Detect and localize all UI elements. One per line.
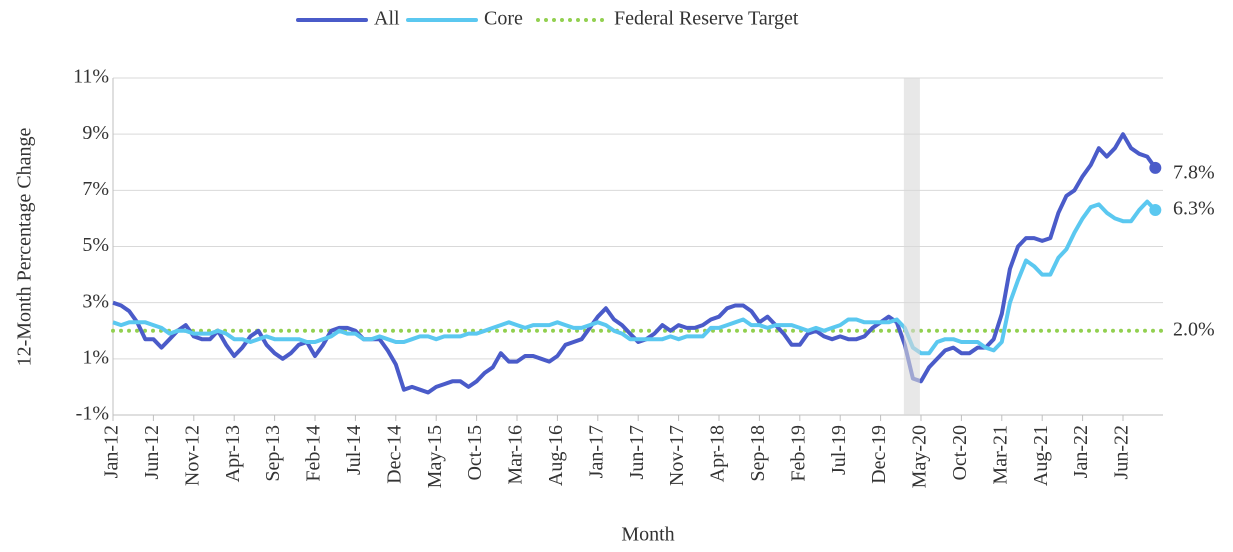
x-tick-label: Dec-19: [868, 425, 890, 484]
x-tick-label: Oct-15: [464, 425, 486, 481]
x-tick-label: Sep-18: [747, 425, 769, 482]
end-label: 6.3%: [1173, 198, 1215, 220]
x-tick-label: Mar-16: [505, 425, 527, 485]
x-tick-label: Jan-17: [585, 425, 607, 478]
y-tick-label: 5%: [82, 234, 109, 256]
x-tick-label: Aug-16: [545, 425, 567, 486]
legend-label: Core: [484, 8, 523, 30]
end-point: [1149, 203, 1162, 216]
series-line: [112, 132, 1157, 395]
end-label: 7.8%: [1173, 161, 1215, 183]
series-line: [112, 199, 1157, 356]
x-tick-label: Jun-17: [626, 425, 648, 479]
x-tick-label: Feb-19: [787, 425, 809, 482]
x-tick-label: Apr-18: [707, 425, 729, 482]
y-tick-label: 9%: [82, 122, 109, 144]
x-tick-label: Nov-12: [181, 425, 203, 486]
y-tick-label: -1%: [76, 403, 109, 425]
x-tick-label: Feb-14: [303, 425, 325, 482]
x-tick-label: May-20: [909, 425, 931, 488]
shaded-period: [903, 78, 920, 415]
x-tick-label: May-15: [424, 425, 446, 488]
y-tick-label: 11%: [73, 66, 109, 88]
y-tick-label: 7%: [82, 178, 109, 200]
x-tick-label: Nov-17: [666, 425, 688, 486]
x-tick-label: Apr-13: [222, 425, 244, 482]
legend-label: Federal Reserve Target: [614, 8, 799, 30]
x-tick-label: Jan-22: [1070, 425, 1092, 478]
y-axis-title: 12-Month Percentage Change: [14, 127, 36, 366]
x-tick-label: Jun-12: [141, 425, 163, 479]
x-tick-label: Jul-14: [343, 425, 365, 475]
legend-label: All: [374, 8, 400, 30]
x-tick-label: Sep-13: [262, 425, 284, 482]
x-axis-title: Month: [621, 524, 674, 546]
x-tick-label: Oct-20: [949, 425, 971, 481]
x-tick-label: Dec-14: [383, 425, 405, 484]
end-point: [1149, 161, 1162, 174]
x-tick-label: Jul-19: [828, 425, 850, 475]
y-tick-label: 1%: [82, 346, 109, 368]
y-tick-label: 3%: [82, 290, 109, 312]
x-tick-label: Mar-21: [989, 425, 1011, 485]
x-tick-label: Jun-22: [1111, 425, 1133, 479]
x-tick-label: Jan-12: [101, 425, 123, 478]
x-tick-label: Aug-21: [1030, 425, 1052, 486]
reference-label: 2.0%: [1173, 318, 1215, 340]
